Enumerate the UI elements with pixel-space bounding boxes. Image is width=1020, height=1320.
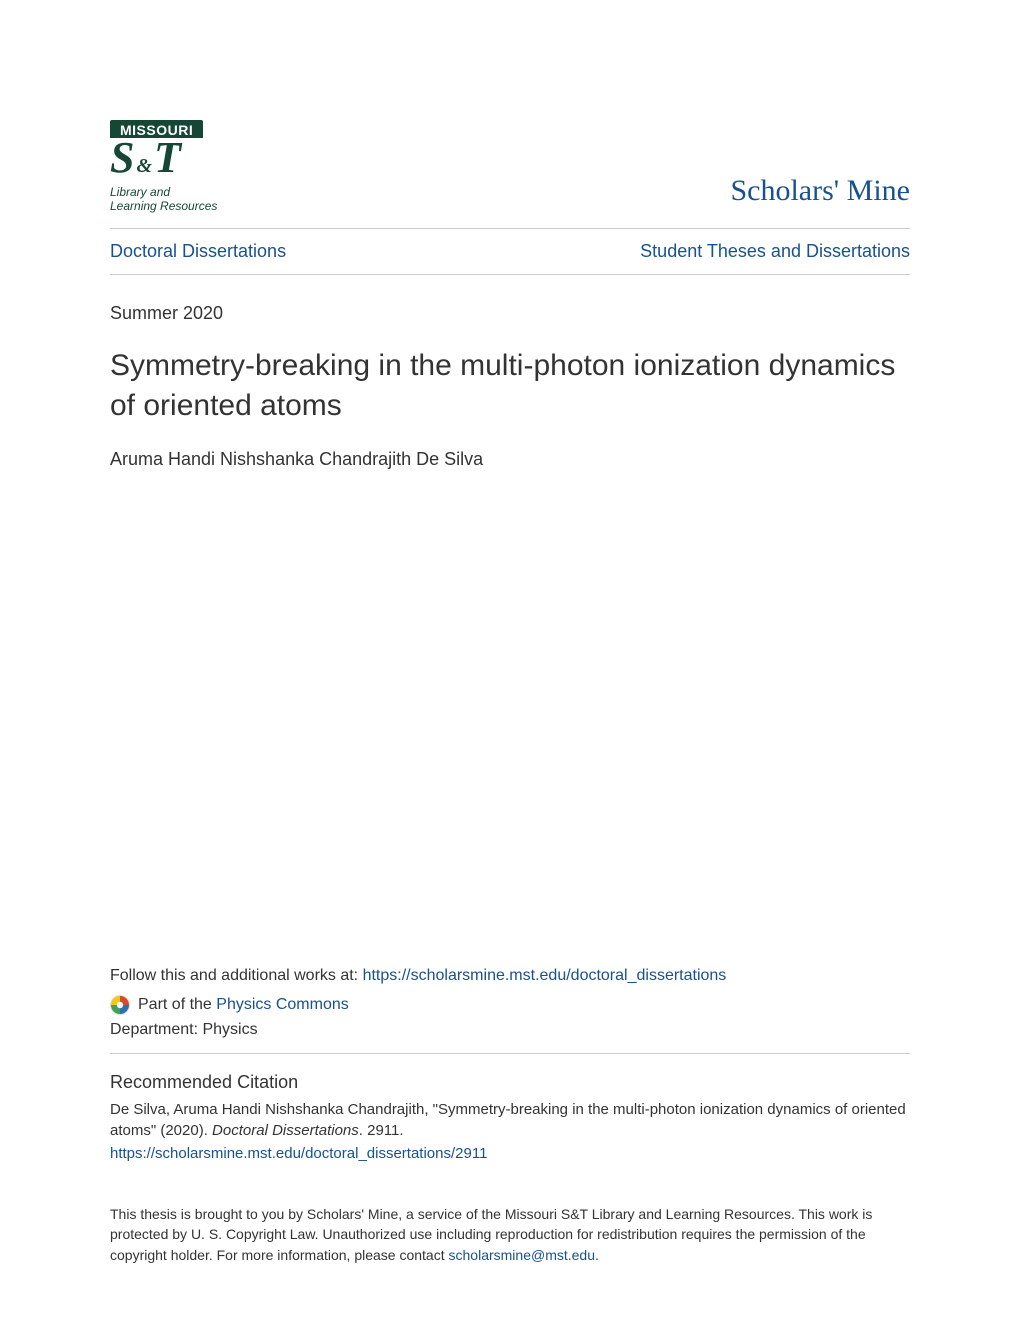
discipline-link[interactable]: Physics Commons [216, 996, 348, 1013]
recommended-citation-heading: Recommended Citation [110, 1072, 910, 1093]
logo-wordmark: S & T [110, 136, 181, 180]
header-row: MISSOURI S & T Library and Learning Reso… [110, 120, 910, 228]
publication-date: Summer 2020 [110, 303, 910, 324]
citation-series: Doctoral Dissertations [212, 1122, 359, 1139]
page-container: MISSOURI S & T Library and Learning Reso… [110, 0, 910, 1320]
lower-metadata: Follow this and additional works at: htt… [110, 967, 910, 1265]
collection-url-link[interactable]: https://scholarsmine.mst.edu/doctoral_di… [363, 967, 727, 984]
contact-email-link[interactable]: scholarsmine@mst.edu [449, 1247, 596, 1263]
logo-letter-t: T [154, 136, 181, 180]
citation-text: De Silva, Aruma Handi Nishshanka Chandra… [110, 1099, 910, 1164]
divider [110, 1053, 910, 1054]
department-label: Department: [110, 1021, 202, 1038]
institution-logo: MISSOURI S & T Library and Learning Reso… [110, 120, 217, 214]
author-name: Aruma Handi Nishshanka Chandrajith De Si… [110, 449, 910, 470]
permalink[interactable]: https://scholarsmine.mst.edu/doctoral_di… [110, 1143, 910, 1164]
department-value: Physics [202, 1021, 257, 1038]
logo-subline-2: Learning Resources [110, 200, 217, 214]
part-of-row: Part of the Physics Commons [110, 995, 910, 1015]
citation-part-2: . 2911. [359, 1122, 404, 1139]
follow-lead: Follow this and additional works at: [110, 967, 363, 984]
site-name-link[interactable]: Scholars' Mine [730, 174, 910, 214]
logo-ampersand: & [136, 156, 152, 176]
rights-note: This thesis is brought to you by Scholar… [110, 1204, 910, 1265]
part-of-text: Part of the Physics Commons [138, 996, 349, 1014]
logo-subline-1: Library and [110, 186, 217, 200]
record-title: Symmetry-breaking in the multi-photon io… [110, 346, 910, 427]
parent-collection-link[interactable]: Student Theses and Dissertations [640, 241, 910, 262]
logo-subtitle: Library and Learning Resources [110, 186, 217, 214]
collection-link[interactable]: Doctoral Dissertations [110, 241, 286, 262]
follow-line: Follow this and additional works at: htt… [110, 967, 910, 985]
rights-text-2: . [595, 1247, 599, 1263]
department-line: Department: Physics [110, 1021, 910, 1039]
logo-letter-s: S [110, 136, 134, 180]
breadcrumb-nav: Doctoral Dissertations Student Theses an… [110, 228, 910, 275]
part-of-lead: Part of the [138, 996, 216, 1013]
commons-icon [110, 995, 130, 1015]
